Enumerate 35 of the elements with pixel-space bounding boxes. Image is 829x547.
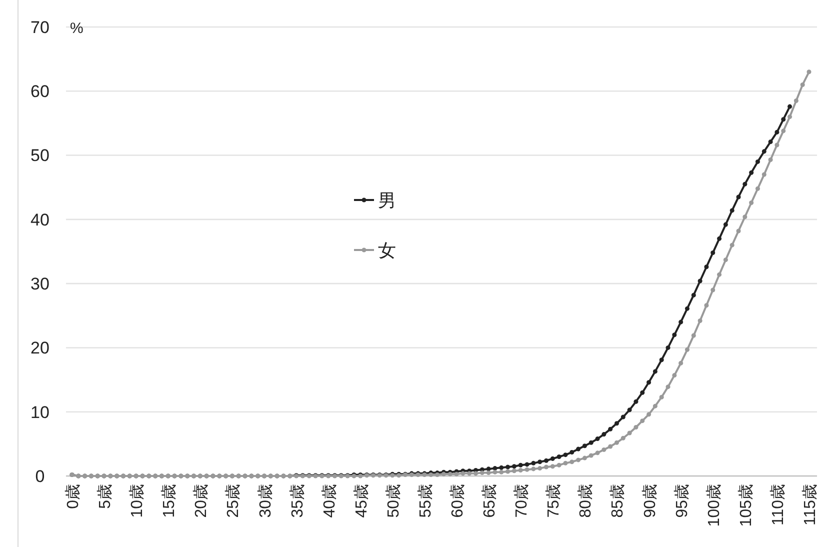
x-tick-label: 10歳 bbox=[128, 484, 146, 518]
x-tick-label: 85歳 bbox=[608, 484, 627, 518]
x-tick-label: 110歳 bbox=[768, 484, 787, 526]
x-tick-label: 60歳 bbox=[448, 484, 467, 518]
x-tick-label: 50歳 bbox=[384, 484, 402, 518]
x-tick-label: 5歳 bbox=[96, 484, 114, 509]
y-tick-label: 20 bbox=[30, 338, 50, 358]
y-tick-label: 50 bbox=[30, 146, 50, 166]
x-tick-label: 40歳 bbox=[320, 484, 338, 518]
x-tick-label: 90歳 bbox=[640, 484, 659, 518]
y-axis-title: % bbox=[70, 20, 84, 37]
x-tick-label: 25歳 bbox=[224, 484, 242, 518]
x-tick-label: 55歳 bbox=[416, 484, 434, 518]
y-tick-label: 10 bbox=[30, 402, 50, 422]
x-tick-label: 35歳 bbox=[288, 484, 306, 518]
x-tick-label: 15歳 bbox=[160, 484, 178, 518]
x-tick-label: 75歳 bbox=[544, 484, 563, 518]
y-tick-label: 30 bbox=[30, 274, 50, 294]
y-tick-label: 40 bbox=[30, 210, 50, 230]
x-tick-label: 45歳 bbox=[352, 484, 370, 518]
x-tick-label: 105歳 bbox=[736, 484, 755, 527]
x-tick-label: 115歳 bbox=[801, 484, 819, 526]
x-tick-label: 80歳 bbox=[576, 484, 595, 518]
x-tick-label: 70歳 bbox=[512, 484, 531, 518]
x-tick-label: 100歳 bbox=[704, 484, 723, 527]
x-tick-label: 65歳 bbox=[480, 484, 499, 518]
x-tick-label: 30歳 bbox=[256, 484, 274, 518]
y-tick-label: 70 bbox=[30, 18, 50, 37]
x-tick-label: 0歳 bbox=[64, 484, 82, 509]
legend-label: 女 bbox=[378, 240, 396, 260]
y-tick-label: 60 bbox=[30, 82, 50, 102]
x-tick-label: 95歳 bbox=[672, 484, 691, 518]
legend-label: 男 bbox=[378, 190, 396, 210]
x-tick-label: 20歳 bbox=[192, 484, 210, 518]
y-tick-label: 0 bbox=[35, 466, 45, 486]
